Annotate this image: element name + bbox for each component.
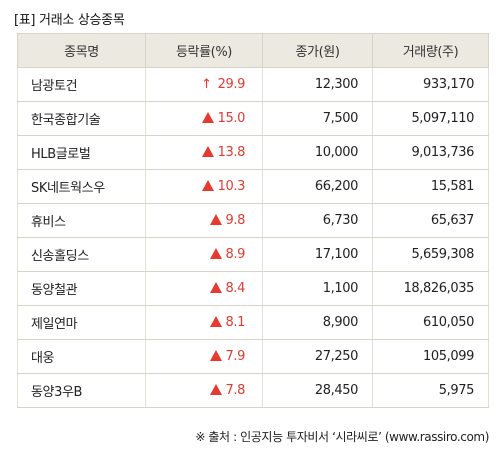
- change-rate-cell: 9.8: [145, 203, 263, 238]
- up-triangle-icon: [209, 350, 222, 361]
- up-triangle-icon: [209, 214, 222, 225]
- stock-name-cell: 제일연마: [17, 305, 146, 340]
- table-row: 동양철관 8.4 1,100 18,826,035: [17, 271, 489, 306]
- change-rate-value: 8.1: [225, 315, 246, 330]
- up-triangle-icon: [209, 248, 222, 259]
- change-rate-value: 10.3: [217, 179, 246, 194]
- stock-name-cell: 동양3우B: [17, 373, 146, 408]
- volume-cell: 105,099: [372, 339, 489, 374]
- volume-cell: 933,170: [372, 67, 489, 102]
- volume-cell: 65,637: [372, 203, 489, 238]
- table-row: HLB글로벌 13.8 10,000 9,013,736: [17, 135, 489, 170]
- change-rate-cell: 8.4: [145, 271, 263, 306]
- up-triangle-icon: [201, 180, 214, 191]
- change-rate-cell: 13.8: [145, 135, 263, 170]
- table-row: 대웅 7.9 27,250 105,099: [17, 339, 489, 374]
- close-price-cell: 10,000: [262, 135, 373, 170]
- table-row: 신송홀딩스 8.9 17,100 5,659,308: [17, 237, 489, 272]
- volume-cell: 9,013,736: [372, 135, 489, 170]
- upper-limit-arrow-icon: ↑: [201, 77, 212, 92]
- table-row: 동양3우B 7.8 28,450 5,975: [17, 373, 489, 408]
- change-rate-cell: 8.1: [145, 305, 263, 340]
- close-price-cell: 1,100: [262, 271, 373, 306]
- header-close-price: 종가(원): [262, 33, 373, 68]
- volume-cell: 18,826,035: [372, 271, 489, 306]
- change-rate-value: 7.8: [225, 383, 246, 398]
- stock-name-cell: 휴비스: [17, 203, 146, 238]
- volume-cell: 5,097,110: [372, 101, 489, 136]
- volume-cell: 15,581: [372, 169, 489, 204]
- volume-cell: 5,659,308: [372, 237, 489, 272]
- volume-cell: 5,975: [372, 373, 489, 408]
- table-row: 남광토건 ↑ 29.9 12,300 933,170: [17, 67, 489, 102]
- change-rate-value: 29.9: [217, 77, 246, 92]
- volume-cell: 610,050: [372, 305, 489, 340]
- change-rate-value: 8.9: [225, 247, 246, 262]
- change-rate-value: 8.4: [225, 281, 246, 296]
- up-triangle-icon: [201, 146, 214, 157]
- change-rate-cell: 7.9: [145, 339, 263, 374]
- close-price-cell: 27,250: [262, 339, 373, 374]
- up-triangle-icon: [209, 282, 222, 293]
- change-rate-cell: 7.8: [145, 373, 263, 408]
- up-triangle-icon: [209, 316, 222, 327]
- change-rate-value: 15.0: [217, 111, 246, 126]
- change-rate-value: 9.8: [225, 213, 246, 228]
- table-row: 휴비스 9.8 6,730 65,637: [17, 203, 489, 238]
- up-triangle-icon: [201, 112, 214, 123]
- close-price-cell: 17,100: [262, 237, 373, 272]
- stock-name-cell: 한국종합기술: [17, 101, 146, 136]
- stock-name-cell: 남광토건: [17, 67, 146, 102]
- header-change-rate: 등락률(%): [145, 33, 263, 68]
- table-row: SK네트웍스우 10.3 66,200 15,581: [17, 169, 489, 204]
- up-triangle-icon: [209, 384, 222, 395]
- close-price-cell: 8,900: [262, 305, 373, 340]
- rising-stocks-table: 종목명 등락률(%) 종가(원) 거래량(주) 남광토건 ↑ 29.9 12,300 9…: [17, 33, 489, 408]
- stock-name-cell: 신송홀딩스: [17, 237, 146, 272]
- close-price-cell: 6,730: [262, 203, 373, 238]
- table-header-row: 종목명 등락률(%) 종가(원) 거래량(주): [17, 33, 489, 68]
- source-note: ※ 출처 : 인공지능 투자비서 ‘시라씨로’ (www.rassiro.com…: [195, 430, 489, 444]
- change-rate-cell: 10.3: [145, 169, 263, 204]
- close-price-cell: 12,300: [262, 67, 373, 102]
- header-stock-name: 종목명: [17, 33, 146, 68]
- change-rate-value: 7.9: [225, 349, 246, 364]
- change-rate-cell: ↑ 29.9: [145, 67, 263, 102]
- change-rate-value: 13.8: [217, 145, 246, 160]
- close-price-cell: 66,200: [262, 169, 373, 204]
- page-title: [표] 거래소 상승종목: [14, 13, 125, 28]
- stock-name-cell: 대웅: [17, 339, 146, 374]
- header-volume: 거래량(주): [372, 33, 489, 68]
- change-rate-cell: 8.9: [145, 237, 263, 272]
- close-price-cell: 7,500: [262, 101, 373, 136]
- table-row: 한국종합기술 15.0 7,500 5,097,110: [17, 101, 489, 136]
- stock-name-cell: 동양철관: [17, 271, 146, 306]
- table-row: 제일연마 8.1 8,900 610,050: [17, 305, 489, 340]
- close-price-cell: 28,450: [262, 373, 373, 408]
- stock-name-cell: SK네트웍스우: [17, 169, 146, 204]
- stock-name-cell: HLB글로벌: [17, 135, 146, 170]
- change-rate-cell: 15.0: [145, 101, 263, 136]
